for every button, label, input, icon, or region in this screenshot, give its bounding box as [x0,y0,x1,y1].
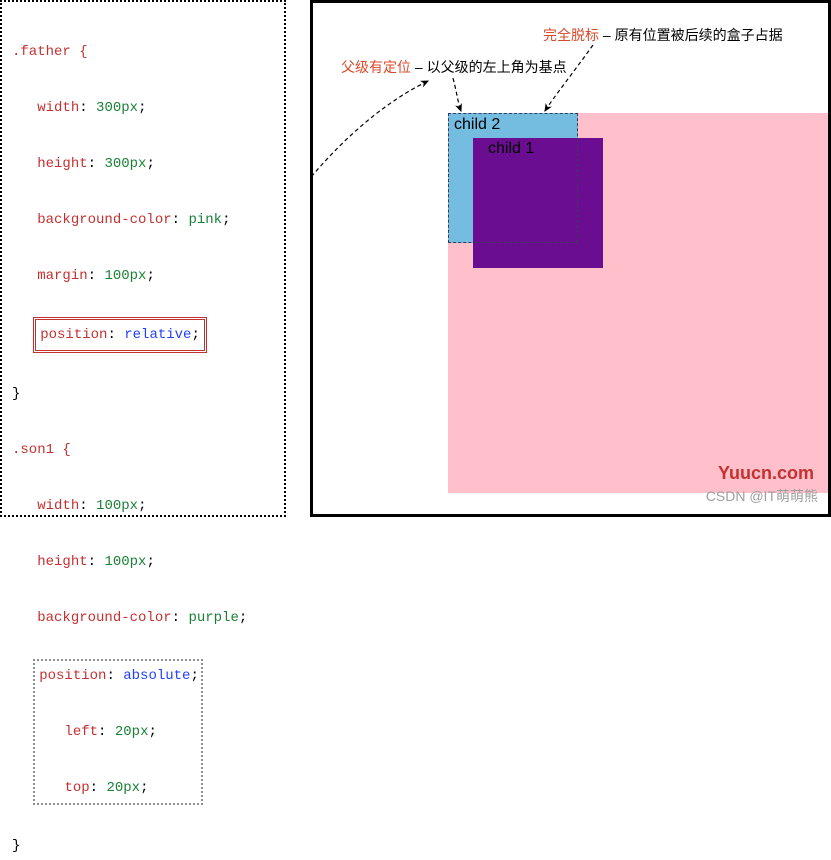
val: pink [188,212,222,228]
watermark-csdn: CSDN @IT萌萌熊 [706,486,818,506]
prop: margin [37,268,87,284]
note-parent: 父级有定位 – 以父级的左上角为基点 [341,57,567,77]
note-escape: 完全脱标 – 原有位置被后续的盒子占据 [543,25,783,45]
val: purple [188,610,238,626]
brace-close: } [12,386,20,402]
val: 100px [104,554,146,570]
prop: background-color [37,610,171,626]
prop: width [37,100,79,116]
prop: background-color [37,212,171,228]
label-child2: child 2 [454,116,500,134]
code-pane: .father { width: 300px; height: 300px; b… [0,0,286,517]
selector-father: .father { [12,44,88,60]
selector-son1: .son1 { [12,442,71,458]
highlight-absolute-block: position: absolute; left: 20px; top: 20p… [33,659,203,805]
val: 100px [104,268,146,284]
val: 100px [96,498,138,514]
label-child1: child 1 [488,140,534,158]
prop: height [37,156,87,172]
val: 300px [96,100,138,116]
watermark-yuucn: Yuucn.com [718,463,814,484]
val: 300px [104,156,146,172]
highlight-position-relative: position: relative; [33,317,207,353]
prop: width [37,498,79,514]
diagram-pane: 完全脱标 – 原有位置被后续的盒子占据 父级有定位 – 以父级的左上角为基点 c… [310,0,831,517]
prop: height [37,554,87,570]
brace-close: } [12,838,20,854]
